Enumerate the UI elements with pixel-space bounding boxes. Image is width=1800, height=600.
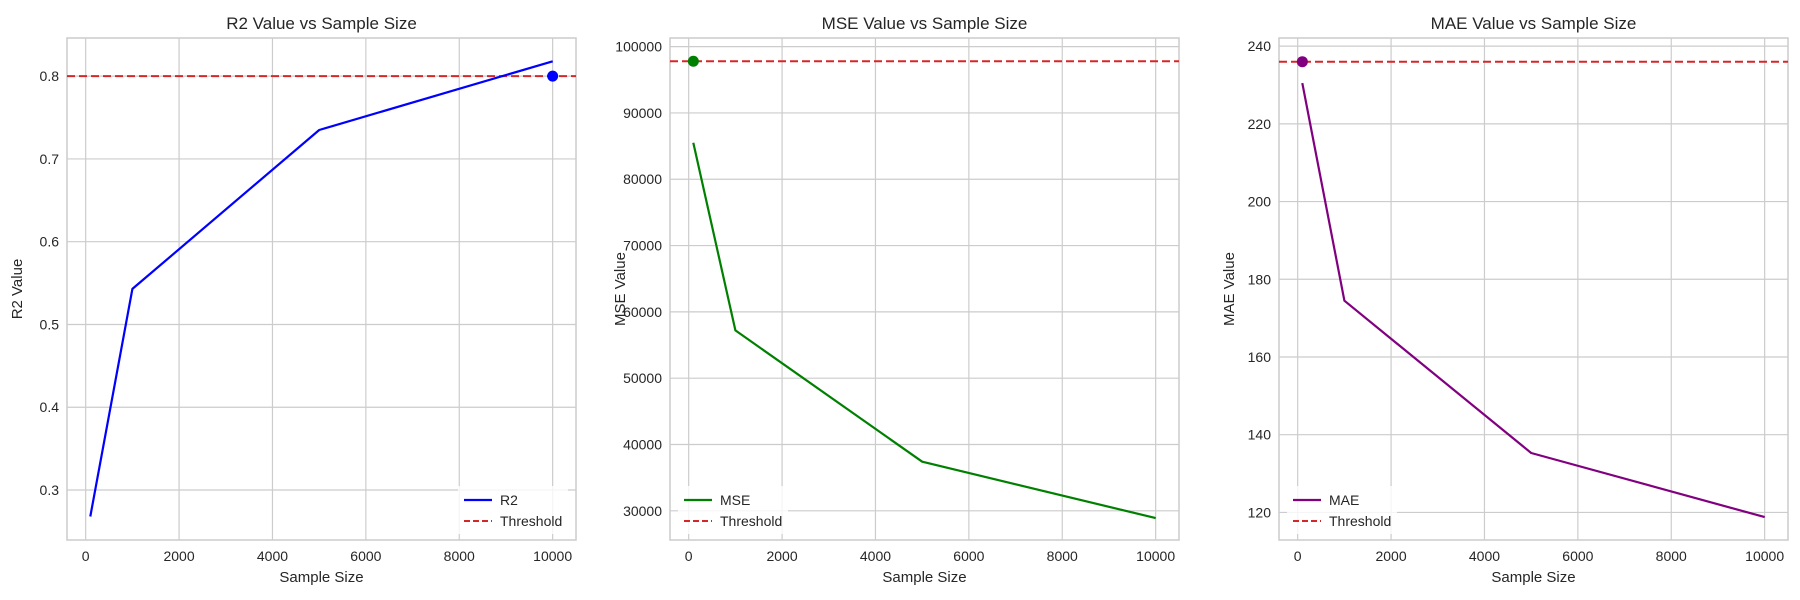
mse-chart-title: MSE Value vs Sample Size bbox=[822, 14, 1028, 33]
r2-x-tick-label: 10000 bbox=[533, 548, 572, 564]
mae-y-tick-label: 160 bbox=[1248, 349, 1272, 365]
mae-legend: MAE Threshold bbox=[1287, 486, 1397, 534]
mae-marker-point bbox=[1296, 56, 1308, 68]
mae-y-axis-label: MAE Value bbox=[1221, 252, 1238, 326]
mse-y-tick-label: 90000 bbox=[623, 105, 662, 121]
mae-legend-series-label: MAE bbox=[1329, 492, 1359, 508]
mae-x-tick-label: 8000 bbox=[1656, 548, 1687, 564]
mae-x-axis-label: Sample Size bbox=[1491, 569, 1575, 586]
mse-legend-series-label: MSE bbox=[720, 492, 750, 508]
mse-y-tick-label: 50000 bbox=[623, 370, 662, 386]
mae-chart-title: MAE Value vs Sample Size bbox=[1431, 14, 1637, 33]
r2-y-tick-label: 0.8 bbox=[40, 68, 60, 84]
r2-legend-series-label: R2 bbox=[500, 492, 518, 508]
mse-x-tick-label: 4000 bbox=[860, 548, 891, 564]
mae-y-tick-label: 180 bbox=[1248, 271, 1272, 287]
mse-y-tick-label: 100000 bbox=[615, 39, 662, 55]
r2-y-tick-label: 0.5 bbox=[40, 316, 60, 332]
mae-panel: 0 2000 4000 6000 8000 10000 120 140 160 180 200 220… bbox=[1221, 14, 1789, 586]
mse-legend: MSE Threshold bbox=[678, 486, 788, 534]
mse-series-line bbox=[692, 142, 1156, 520]
mse-y-tick-label: 70000 bbox=[623, 238, 662, 254]
r2-y-tick-label: 0.7 bbox=[40, 151, 60, 167]
r2-marker-point bbox=[547, 70, 559, 82]
mse-y-tick-label: 60000 bbox=[623, 304, 662, 320]
mae-y-tick-label: 220 bbox=[1248, 116, 1272, 132]
mse-panel: 0 2000 4000 6000 8000 10000 30000 40000 50000 600… bbox=[612, 14, 1180, 586]
mae-x-tick-label: 6000 bbox=[1562, 548, 1593, 564]
mse-x-tick-label: 8000 bbox=[1047, 548, 1078, 564]
mae-x-tick-label: 0 bbox=[1294, 548, 1302, 564]
r2-legend: R2 Threshold bbox=[458, 486, 568, 534]
mse-y-tick-label: 80000 bbox=[623, 171, 662, 187]
mse-marker-point bbox=[687, 55, 699, 67]
mse-y-axis-label: MSE Value bbox=[612, 252, 629, 326]
r2-x-tick-label: 8000 bbox=[444, 548, 475, 564]
r2-y-tick-label: 0.4 bbox=[40, 399, 60, 415]
r2-plot-area bbox=[67, 38, 576, 540]
mae-x-tick-label: 10000 bbox=[1745, 548, 1784, 564]
r2-y-axis-label: R2 Value bbox=[9, 259, 26, 320]
mae-plot-area bbox=[1279, 38, 1788, 540]
mae-legend-box bbox=[1287, 486, 1397, 534]
r2-chart-title: R2 Value vs Sample Size bbox=[226, 14, 417, 33]
mse-axes-frame bbox=[669, 37, 1180, 541]
mae-axes-frame bbox=[1278, 37, 1789, 541]
mse-x-tick-label: 6000 bbox=[953, 548, 984, 564]
r2-series-line bbox=[89, 60, 554, 517]
mae-y-tick-label: 240 bbox=[1248, 38, 1272, 54]
r2-x-tick-label: 2000 bbox=[163, 548, 194, 564]
mae-series-line bbox=[1301, 82, 1765, 519]
mse-x-tick-label: 10000 bbox=[1136, 548, 1175, 564]
mse-plot-area bbox=[670, 38, 1179, 540]
mae-x-tick-label: 2000 bbox=[1375, 548, 1406, 564]
mae-y-tick-label: 120 bbox=[1248, 504, 1272, 520]
r2-y-tick-label: 0.6 bbox=[40, 234, 60, 250]
r2-legend-box bbox=[458, 486, 568, 534]
r2-x-tick-label: 4000 bbox=[257, 548, 288, 564]
mse-y-tick-label: 30000 bbox=[623, 503, 662, 519]
r2-x-tick-label: 6000 bbox=[350, 548, 381, 564]
mse-legend-box bbox=[678, 486, 788, 534]
r2-x-tick-label: 0 bbox=[82, 548, 90, 564]
mse-y-tick-label: 40000 bbox=[623, 437, 662, 453]
mse-x-axis-label: Sample Size bbox=[882, 569, 966, 586]
mae-y-tick-label: 200 bbox=[1248, 194, 1272, 210]
r2-y-tick-label: 0.3 bbox=[40, 482, 60, 498]
mae-x-tick-label: 4000 bbox=[1469, 548, 1500, 564]
mse-legend-threshold-label: Threshold bbox=[720, 513, 782, 529]
r2-axes-frame bbox=[66, 37, 577, 541]
mae-legend-threshold-label: Threshold bbox=[1329, 513, 1391, 529]
r2-legend-threshold-label: Threshold bbox=[500, 513, 562, 529]
mse-x-tick-label: 0 bbox=[685, 548, 693, 564]
mae-y-tick-label: 140 bbox=[1248, 427, 1272, 443]
mse-x-tick-label: 2000 bbox=[766, 548, 797, 564]
r2-panel: 0 2000 4000 6000 8000 10000 0.3 0.4 0.5 0.6 0.7 0.8… bbox=[9, 14, 577, 586]
r2-x-axis-label: Sample Size bbox=[279, 569, 363, 586]
